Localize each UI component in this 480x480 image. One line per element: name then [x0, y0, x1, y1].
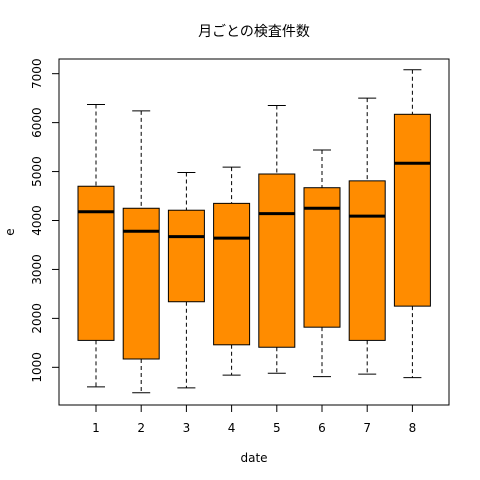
box-4	[213, 166, 251, 376]
y-tick-label: 3000	[30, 254, 44, 285]
x-tick-label: 7	[363, 421, 371, 435]
box-6	[303, 149, 341, 378]
x-tick-label: 8	[409, 421, 417, 435]
iqr-box	[303, 187, 341, 328]
y-tick-label: 1000	[30, 352, 44, 383]
x-tick-label: 1	[92, 421, 100, 435]
y-tick-label: 4000	[30, 205, 44, 236]
box-8	[393, 69, 431, 379]
y-tick-label: 2000	[30, 303, 44, 334]
box-5	[258, 104, 296, 374]
x-axis-label: date	[240, 451, 267, 465]
y-tick-label: 5000	[30, 156, 44, 187]
x-tick-label: 2	[137, 421, 145, 435]
x-axis: 1 2 3 4 5 6 7 8	[92, 404, 417, 435]
box-7	[348, 97, 386, 375]
x-tick-label: 6	[318, 421, 326, 435]
plot-frame	[58, 58, 450, 406]
iqr-box	[348, 180, 386, 341]
x-tick-label: 5	[273, 421, 281, 435]
box-1	[77, 104, 115, 388]
box-3	[167, 172, 205, 389]
box-2	[122, 110, 160, 394]
iqr-box	[393, 113, 431, 307]
y-tick-label: 6000	[30, 107, 44, 138]
iqr-box	[77, 185, 115, 341]
y-axis-label: e	[3, 228, 17, 235]
iqr-box	[258, 173, 296, 348]
x-tick-label: 4	[228, 421, 236, 435]
iqr-box	[213, 202, 251, 346]
y-tick-label: 7000	[30, 58, 44, 89]
iqr-box	[122, 207, 160, 360]
y-axis: 1000 2000 3000 4000 5000 6000 7000	[30, 58, 60, 383]
iqr-box	[167, 209, 205, 303]
boxes-group	[77, 69, 431, 394]
chart-title: 月ごとの検査件数	[198, 24, 310, 40]
x-tick-label: 3	[183, 421, 191, 435]
